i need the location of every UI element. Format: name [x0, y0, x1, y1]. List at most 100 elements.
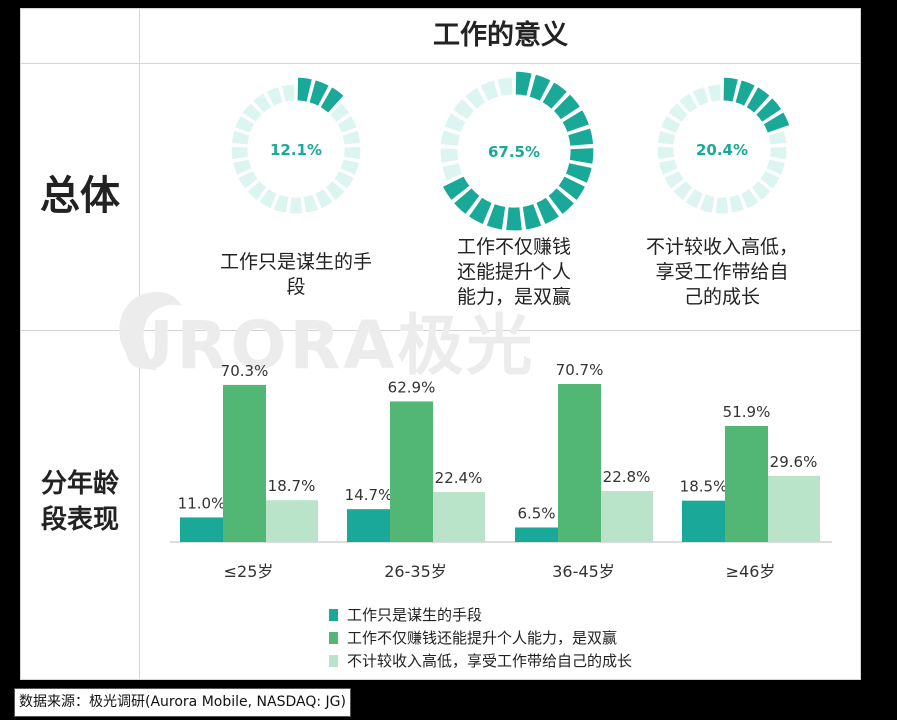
donut-3-value-segment: [762, 110, 791, 135]
donut-3-track-segment: [691, 85, 710, 108]
donut-3-category-label: 不计较收入高低， 享受工作带给自 己的成长: [645, 236, 798, 308]
bar-1-2: [223, 384, 266, 542]
donut-3-track-segment: [666, 101, 690, 124]
grid-line-left: [20, 8, 21, 680]
donut-2-value-segment: [528, 73, 552, 103]
grid-line-header: [20, 63, 861, 64]
x-tick-label-3: 36-45岁: [552, 562, 615, 581]
page-title: 工作的意义: [433, 20, 568, 51]
bar-2-1: [347, 509, 390, 542]
donut-1-value-label: 12.1%: [270, 141, 322, 159]
donut-3-track-segment: [656, 145, 676, 161]
x-tick-label-2: 26-35岁: [384, 562, 447, 581]
donut-2-track-segment: [439, 147, 460, 165]
donut-3-track-segment: [659, 114, 682, 135]
row-label-overall: 总体: [40, 173, 120, 219]
bar-2-2-label: 62.9%: [388, 378, 436, 396]
row-label-by-age-text: 分年龄段表现: [40, 469, 119, 535]
donut-2-track-segment: [463, 86, 487, 111]
grid-line-top: [20, 8, 861, 9]
donut-3-track-segment: [706, 83, 722, 104]
donut-2-value-segment: [521, 202, 543, 231]
donut-3-track-segment: [677, 91, 699, 115]
donut-1-track-segment: [328, 101, 352, 124]
donut-2-value-segment: [485, 202, 507, 231]
donut-3: 20.4%: [656, 76, 791, 215]
donut-1-track-segment: [258, 187, 279, 210]
donut-1-track-segment: [313, 187, 334, 210]
chart-panel: [20, 8, 861, 680]
legend-label-3: 不计较收入高低，享受工作带给自己的成长: [347, 652, 633, 670]
donut-2-track-segment: [439, 128, 462, 148]
bar-2-3: [433, 491, 485, 542]
bar-1-1-label: 11.0%: [178, 494, 226, 512]
donut-3-track-segment: [657, 158, 679, 177]
donut-3-track-segment: [698, 193, 716, 214]
donut-1-track-segment: [231, 158, 253, 177]
donut-1-track-segment: [341, 129, 362, 146]
donut-2-value-segment: [452, 186, 482, 216]
donut-3-track-segment: [656, 129, 677, 146]
donut-2-value-segment: [546, 186, 576, 216]
donut-2-value-segment: [566, 127, 595, 148]
legend-label-2: 工作不仅赚钱还能提升个人能力，是双赢: [347, 629, 618, 647]
bar-2-2: [390, 401, 433, 542]
bar-3-1-label: 6.5%: [517, 504, 555, 522]
bar-1-3-label: 18.7%: [268, 477, 316, 495]
donut-3-track-segment: [714, 196, 730, 215]
donut-1-track-segment: [302, 193, 320, 214]
donut-3-track-segment: [765, 158, 787, 177]
bar-1-1: [180, 517, 223, 542]
donut-1-track-segment: [342, 145, 362, 161]
donut-3-track-segment: [768, 145, 788, 161]
donut-1: 12.1%: [230, 76, 362, 215]
legend-label-1: 工作只是谋生的手段: [347, 606, 483, 624]
grid-line-right: [860, 8, 861, 680]
legend-item-3: 不计较收入高低，享受工作带给自己的成长: [329, 651, 632, 671]
bar-1-3: [266, 500, 318, 542]
donut-3-track-segment: [767, 129, 788, 146]
donut-1-track-segment: [233, 114, 256, 135]
donut-2-value-segment: [467, 196, 494, 226]
donut-2-value-segment: [561, 108, 591, 134]
donut-2-value-segment: [504, 206, 524, 232]
bar-4-3: [768, 475, 820, 542]
donut-2-value-segment: [534, 196, 561, 226]
donut-2-track-segment: [440, 161, 464, 182]
donut-1-track-segment: [251, 91, 273, 115]
bar-4-1-label: 18.5%: [680, 478, 728, 496]
legend-swatch-2: [329, 632, 338, 644]
donut-2-value-segment: [552, 92, 582, 121]
donut-3-track-segment: [750, 179, 773, 202]
donut-2-track-segment: [443, 111, 467, 134]
donut-1-track-segment: [272, 193, 290, 214]
watermark-text: URORA极光: [120, 307, 536, 384]
bar-3-3-label: 22.8%: [603, 468, 651, 486]
grid-line-middle: [20, 330, 861, 331]
bar-4-1: [682, 500, 725, 542]
donut-1-category-label: 工作只是谋生的手段: [219, 251, 372, 298]
bar-3-1: [515, 527, 558, 542]
donut-1-track-segment: [236, 169, 260, 191]
donut-1-value-segment: [296, 76, 314, 104]
bar-4-2-label: 51.9%: [723, 403, 771, 421]
bar-1-2-label: 70.3%: [221, 362, 269, 380]
donut-2-value-label: 67.5%: [488, 143, 540, 161]
donut-1-track-segment: [265, 85, 284, 108]
bar-3-3: [601, 491, 653, 542]
donut-1-track-segment: [288, 196, 304, 215]
donut-3-value-segment: [745, 85, 772, 115]
donut-1-track-segment: [336, 114, 359, 135]
row-label-by-age: 分年龄段表现: [20, 466, 140, 538]
source-note: 数据来源：极光调研(Aurora Mobile, NASDAQ: JG): [14, 688, 351, 717]
donut-1-track-segment: [280, 83, 296, 104]
donut-2-value-segment: [557, 175, 587, 202]
donut-3-value-segment: [734, 78, 757, 108]
legend-swatch-1: [329, 609, 338, 621]
x-tick-label-1: ≤25岁: [224, 562, 274, 581]
donut-2-value-segment: [441, 175, 471, 202]
donut-2-value-segment: [514, 70, 534, 98]
donut-3-track-segment: [739, 187, 760, 210]
donut-1-track-segment: [230, 145, 250, 161]
donut-1-value-segment: [319, 85, 346, 115]
